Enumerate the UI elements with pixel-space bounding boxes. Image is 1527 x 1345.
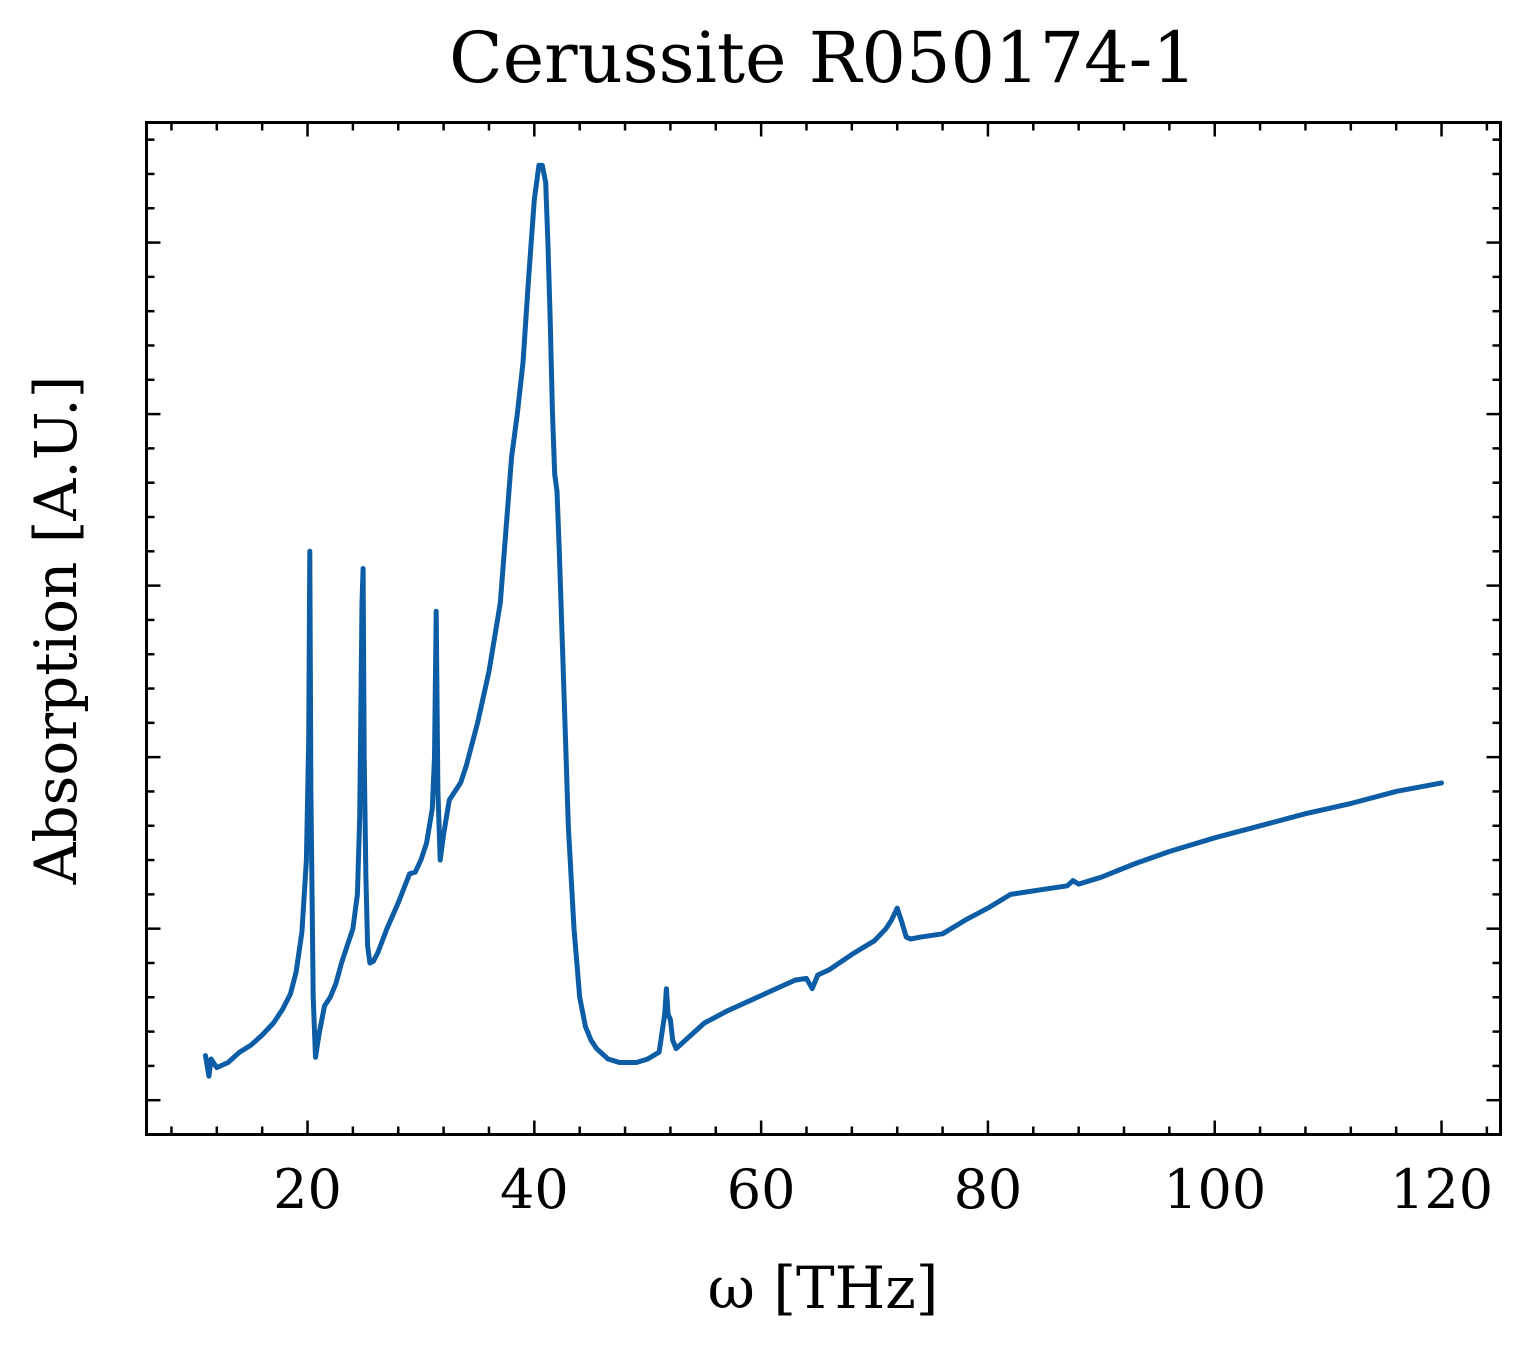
x-tick-label: 40: [500, 1158, 569, 1221]
plot-area: [203, 162, 1444, 1079]
x-tick-label: 60: [727, 1158, 796, 1221]
x-tick-label: 20: [273, 1158, 342, 1221]
x-tick-labels: 20 40 60 80 100 120: [273, 1158, 1493, 1221]
chart-title: Cerussite R050174-1: [449, 17, 1197, 99]
x-tick-label: 120: [1390, 1158, 1493, 1221]
axis-ticks: [146, 122, 1501, 1136]
x-tick-label: 100: [1163, 1158, 1266, 1221]
x-axis-label: ω [THz]: [708, 1254, 939, 1322]
series-line-0: [203, 162, 1444, 1079]
x-tick-label: 80: [954, 1158, 1023, 1221]
y-axis-label: Absorption [A.U.]: [22, 376, 90, 886]
plot-frame: [145, 121, 1502, 1136]
